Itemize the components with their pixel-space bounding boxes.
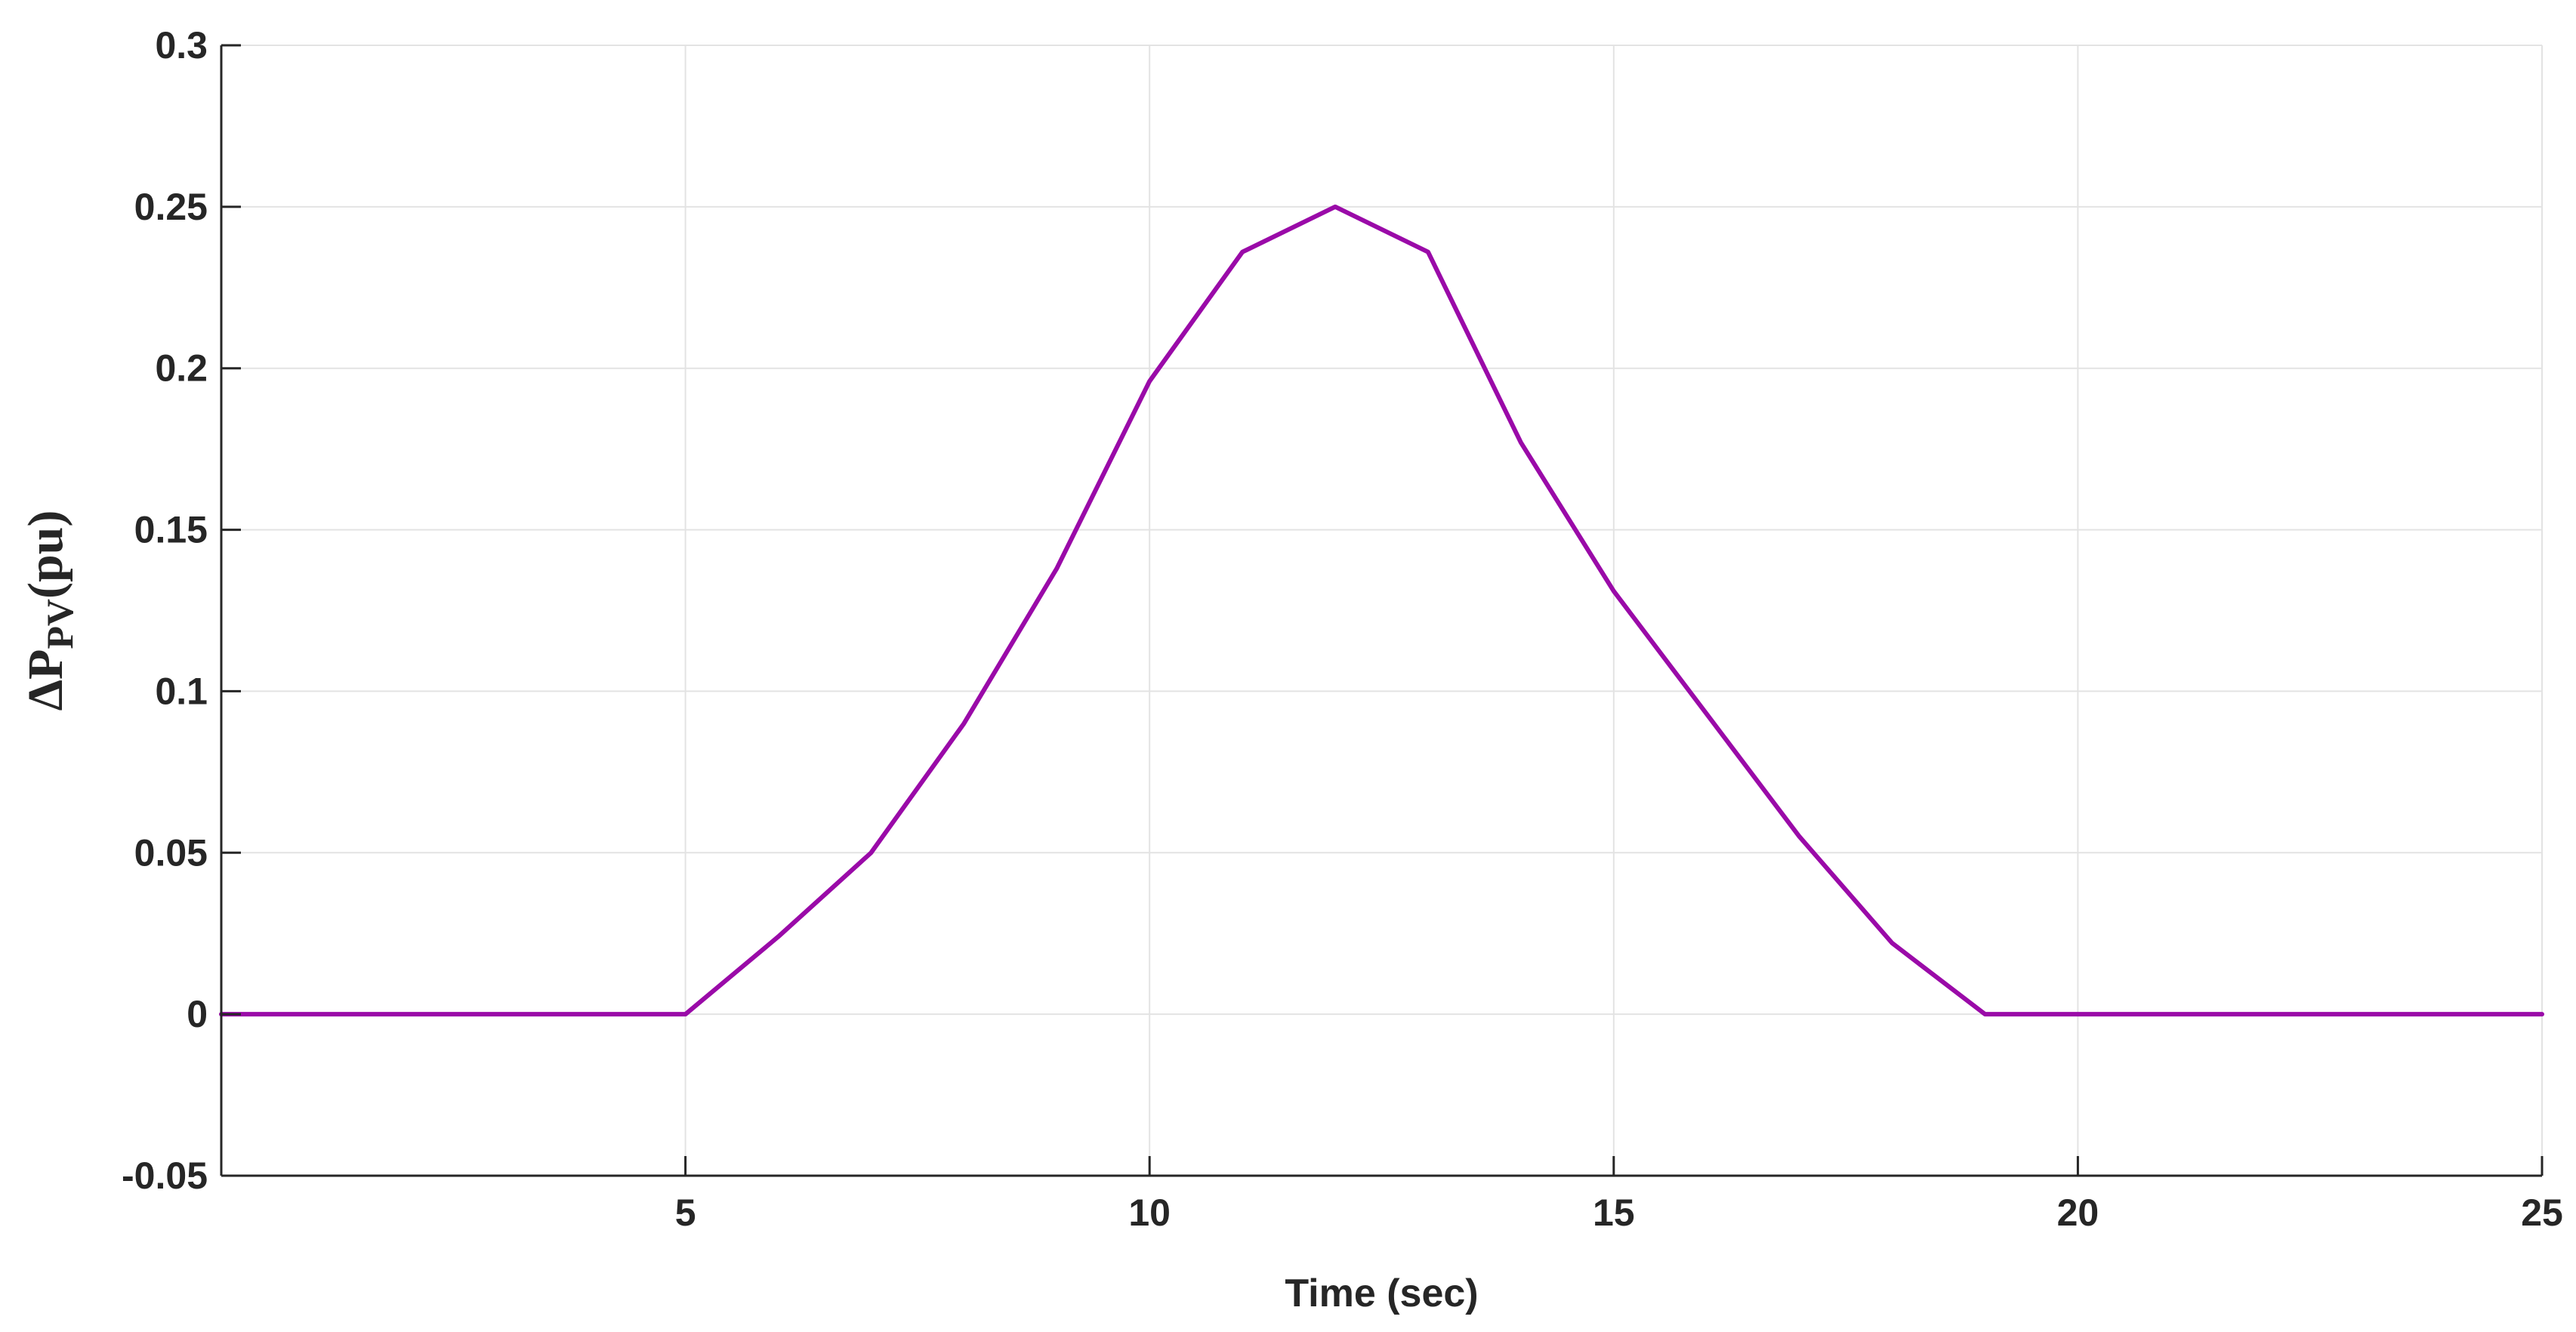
y-tick-label: 0.1 — [155, 670, 208, 712]
axes-frame — [220, 45, 2542, 1177]
y-tick-label: 0.3 — [155, 24, 208, 66]
x-tick-label: 10 — [1128, 1192, 1171, 1234]
y-axis-title-main: ΔP — [18, 649, 73, 711]
series-layer — [219, 204, 2544, 1017]
y-tick-label: 0.2 — [155, 347, 208, 390]
x-tick-label: 20 — [2057, 1192, 2099, 1234]
x-tick-label: 25 — [2521, 1192, 2563, 1234]
y-tick-label: 0.25 — [134, 186, 208, 228]
x-tick-label: 5 — [675, 1192, 696, 1234]
plot-area — [221, 45, 2542, 1176]
y-tick-label: 0 — [187, 993, 208, 1035]
y-axis-ticks: -0.05 0 0.05 0.1 0.15 0.2 0.25 0.3 — [122, 24, 241, 1197]
y-tick-label: 0.15 — [134, 509, 208, 551]
y-axis-title-subscript: PV — [39, 599, 81, 649]
y-axis-title: ΔPPV(pu) — [18, 510, 81, 711]
y-axis-title-suffix: (pu) — [18, 510, 73, 599]
x-axis-ticks: 5 10 15 20 25 — [675, 1156, 2563, 1234]
series-line — [219, 204, 2544, 1017]
x-tick-label: 15 — [1593, 1192, 1635, 1234]
x-axis-title: Time (sec) — [1285, 1272, 1478, 1315]
y-tick-label: 0.05 — [134, 831, 208, 874]
y-tick-label: -0.05 — [122, 1155, 208, 1197]
